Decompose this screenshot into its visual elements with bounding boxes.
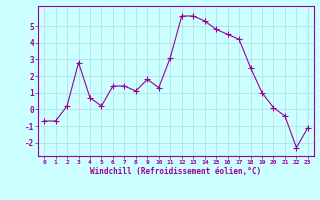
X-axis label: Windchill (Refroidissement éolien,°C): Windchill (Refroidissement éolien,°C)	[91, 167, 261, 176]
